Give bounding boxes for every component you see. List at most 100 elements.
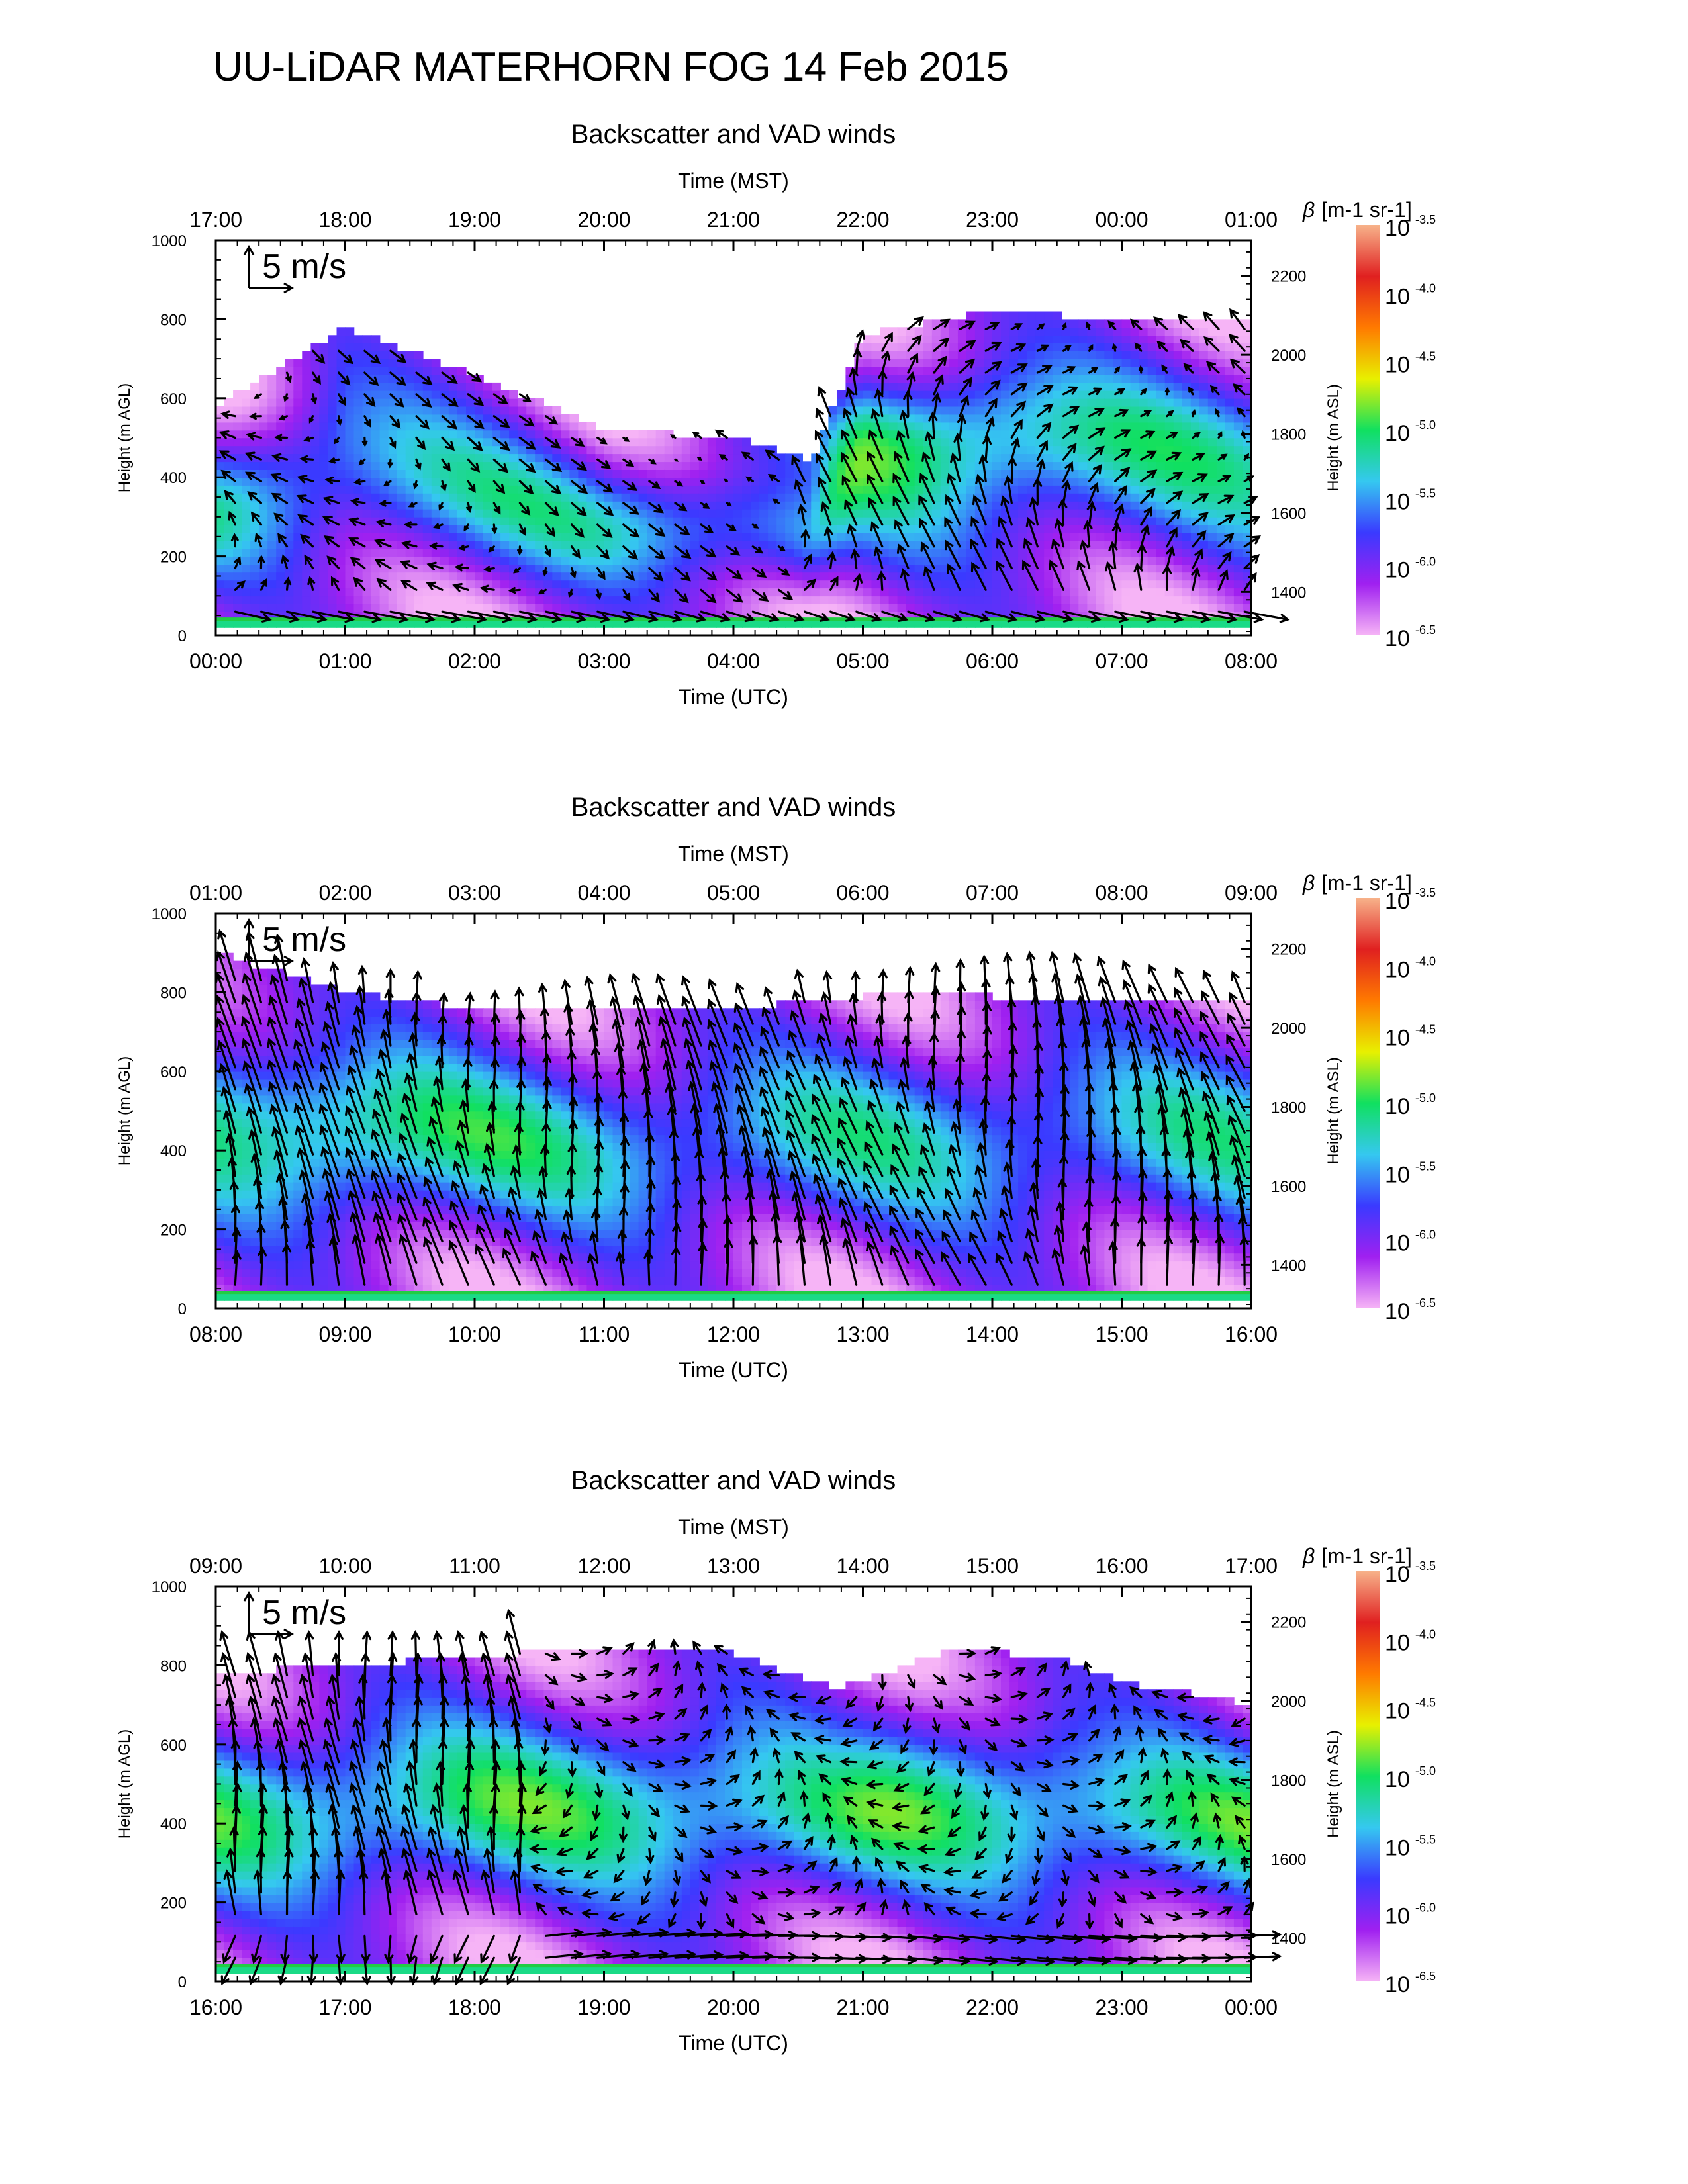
- backscatter-cell: [259, 524, 268, 533]
- backscatter-cell: [1096, 516, 1105, 525]
- backscatter-cell: [267, 1277, 277, 1285]
- backscatter-cell: [638, 437, 648, 447]
- wind-vector: [466, 502, 473, 514]
- backscatter-cell: [768, 572, 777, 581]
- wind-vector: [959, 320, 976, 330]
- backscatter-cell: [310, 524, 320, 533]
- backscatter-cell: [888, 343, 898, 351]
- backscatter-cell: [974, 445, 984, 455]
- backscatter-cell: [362, 359, 372, 367]
- wind-vector: [1229, 308, 1246, 330]
- backscatter-cell: [259, 992, 268, 1001]
- backscatter-cell: [345, 445, 355, 455]
- backscatter-cell: [224, 1166, 234, 1175]
- backscatter-cell: [1173, 564, 1183, 573]
- backscatter-cell: [466, 398, 475, 407]
- backscatter-cell: [1173, 588, 1183, 597]
- backscatter-cell: [923, 343, 933, 351]
- backscatter-cell: [293, 596, 303, 604]
- backscatter-cell: [1156, 516, 1166, 525]
- backscatter-cell: [1053, 485, 1062, 494]
- backscatter-cell: [1027, 477, 1036, 486]
- backscatter-cell: [379, 469, 389, 478]
- backscatter-cell: [914, 406, 924, 415]
- x-top-tick-label: 23:00: [966, 208, 1019, 232]
- backscatter-cell: [552, 588, 562, 597]
- backscatter-cell: [578, 516, 588, 525]
- backscatter-cell: [776, 580, 786, 589]
- wind-vector: [1192, 548, 1203, 570]
- backscatter-cell: [242, 1182, 251, 1191]
- wind-vectors: [218, 308, 1290, 623]
- backscatter-cell: [1207, 375, 1217, 383]
- backscatter-cell: [759, 493, 769, 502]
- backscatter-cell: [1078, 532, 1088, 541]
- backscatter-cell: [716, 572, 726, 581]
- backscatter-cell: [1096, 493, 1105, 502]
- backscatter-cell: [422, 414, 432, 423]
- backscatter-cell: [267, 501, 277, 510]
- backscatter-cell: [966, 509, 976, 518]
- backscatter-cell: [923, 375, 933, 383]
- backscatter-cell: [509, 437, 518, 447]
- backscatter-cell: [431, 367, 441, 375]
- backscatter-cell: [931, 556, 941, 565]
- backscatter-cell: [1130, 367, 1140, 375]
- backscatter-cell: [984, 375, 993, 383]
- backscatter-cell: [224, 1277, 234, 1285]
- backscatter-cell: [1104, 485, 1114, 494]
- backscatter-cell: [974, 406, 984, 415]
- backscatter-cell: [940, 382, 950, 391]
- wind-vector: [945, 494, 961, 526]
- backscatter-cell: [1113, 445, 1123, 455]
- backscatter-cell: [811, 516, 821, 525]
- wind-vector: [1088, 464, 1102, 482]
- backscatter-cell: [448, 485, 458, 494]
- backscatter-cell: [285, 422, 295, 431]
- backscatter-cell: [1053, 406, 1062, 415]
- backscatter-cell: [1147, 359, 1157, 367]
- wind-vector: [1192, 432, 1201, 439]
- backscatter-cell: [992, 477, 1002, 486]
- backscatter-cell: [276, 1229, 285, 1238]
- backscatter-cell: [267, 1205, 277, 1214]
- backscatter-cell: [379, 414, 389, 423]
- wind-vector: [818, 477, 832, 504]
- backscatter-cell: [259, 572, 268, 581]
- backscatter-cell: [242, 1166, 251, 1175]
- backscatter-cell: [1121, 540, 1131, 549]
- backscatter-cell: [992, 485, 1002, 494]
- backscatter-cell: [561, 453, 571, 463]
- backscatter-cell: [310, 556, 320, 565]
- backscatter-cell: [673, 596, 682, 604]
- backscatter-cell: [897, 604, 907, 612]
- backscatter-cell: [1113, 359, 1123, 367]
- wind-vector: [829, 576, 839, 591]
- colorbar-tick-exponent: -5.0: [1415, 418, 1436, 432]
- backscatter-cell: [216, 1221, 225, 1230]
- backscatter-cell: [1044, 540, 1053, 549]
- wind-vector: [870, 521, 884, 548]
- backscatter-cell: [535, 619, 544, 628]
- backscatter-cell: [440, 556, 449, 565]
- wind-vector: [246, 432, 262, 441]
- backscatter-cell: [1130, 398, 1140, 407]
- backscatter-cell: [586, 437, 596, 447]
- backscatter-cell: [1216, 390, 1226, 399]
- backscatter-cell: [811, 548, 821, 557]
- backscatter-cell: [1173, 414, 1183, 423]
- backscatter-cell: [492, 548, 501, 557]
- backscatter-cell: [733, 580, 743, 589]
- backscatter-cell: [966, 390, 976, 399]
- backscatter-cell: [1009, 532, 1019, 541]
- backscatter-cell: [1199, 359, 1209, 367]
- backscatter-cell: [1156, 604, 1166, 612]
- backscatter-cell: [1121, 524, 1131, 533]
- backscatter-cell: [984, 351, 993, 359]
- backscatter-cell: [259, 445, 268, 455]
- backscatter-cell: [1018, 524, 1027, 533]
- backscatter-cell: [638, 556, 648, 565]
- backscatter-cell: [751, 532, 760, 541]
- backscatter-cell: [914, 509, 924, 518]
- backscatter-cell: [837, 398, 847, 407]
